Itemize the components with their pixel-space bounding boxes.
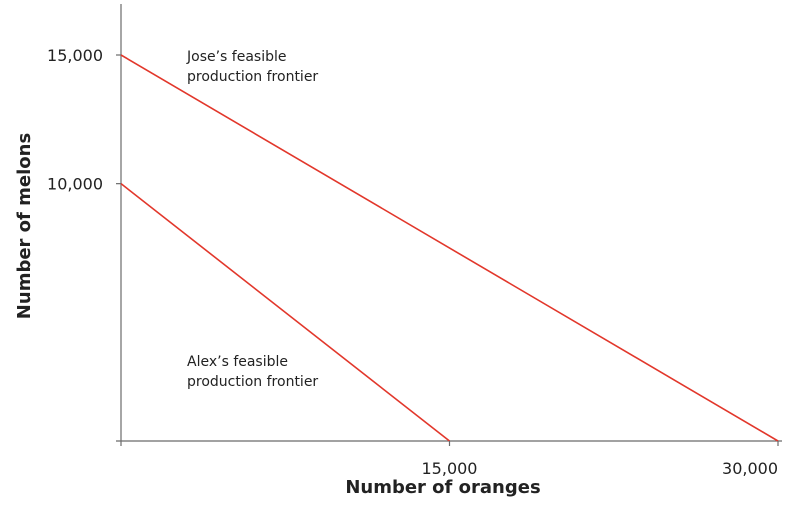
alex-frontier-label-line1: Alex’s feasible <box>187 354 288 370</box>
jose-frontier-label-line2: production frontier <box>187 69 318 85</box>
jose-frontier-label: Jose’s feasible production frontier <box>186 49 318 85</box>
jose-frontier-label-line1: Jose’s feasible <box>186 49 287 65</box>
ticks-layer: 15,000 30,000 10,000 15,000 <box>47 46 779 478</box>
x-axis-title: Number of oranges <box>345 477 540 498</box>
series-layer <box>120 54 779 442</box>
frontier-line-2 <box>120 183 450 442</box>
y-tick-label: 10,000 <box>47 175 103 194</box>
alex-frontier-label: Alex’s feasible production frontier <box>187 354 318 390</box>
y-axis-title: Number of melons <box>14 133 35 319</box>
x-tick-label: 15,000 <box>422 459 478 478</box>
alex-frontier-label-line2: production frontier <box>187 374 318 390</box>
frontier-line-1 <box>120 54 779 442</box>
x-tick-label: 30,000 <box>722 459 778 478</box>
y-tick-label: 15,000 <box>47 46 103 65</box>
